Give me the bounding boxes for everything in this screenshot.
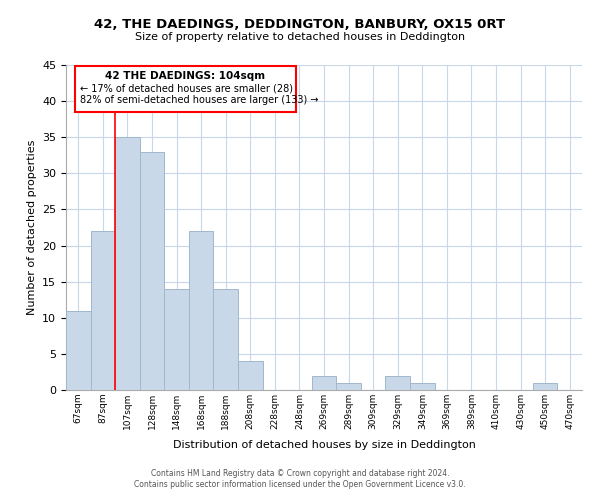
Bar xyxy=(91,231,115,390)
Bar xyxy=(238,361,263,390)
Text: Contains public sector information licensed under the Open Government Licence v3: Contains public sector information licen… xyxy=(134,480,466,489)
X-axis label: Distribution of detached houses by size in Deddington: Distribution of detached houses by size … xyxy=(173,440,475,450)
Text: Size of property relative to detached houses in Deddington: Size of property relative to detached ho… xyxy=(135,32,465,42)
Bar xyxy=(312,376,336,390)
Bar xyxy=(385,376,410,390)
Bar xyxy=(410,383,434,390)
Bar xyxy=(336,383,361,390)
Bar xyxy=(140,152,164,390)
Bar xyxy=(115,137,140,390)
Bar xyxy=(66,310,91,390)
Y-axis label: Number of detached properties: Number of detached properties xyxy=(26,140,37,315)
Text: ← 17% of detached houses are smaller (28): ← 17% of detached houses are smaller (28… xyxy=(80,83,293,93)
Bar xyxy=(214,289,238,390)
Text: 42 THE DAEDINGS: 104sqm: 42 THE DAEDINGS: 104sqm xyxy=(105,71,265,81)
Bar xyxy=(164,289,189,390)
Bar xyxy=(189,231,214,390)
Text: 82% of semi-detached houses are larger (133) →: 82% of semi-detached houses are larger (… xyxy=(80,96,318,106)
Bar xyxy=(74,66,296,112)
Bar xyxy=(533,383,557,390)
Text: 42, THE DAEDINGS, DEDDINGTON, BANBURY, OX15 0RT: 42, THE DAEDINGS, DEDDINGTON, BANBURY, O… xyxy=(94,18,506,30)
Text: Contains HM Land Registry data © Crown copyright and database right 2024.: Contains HM Land Registry data © Crown c… xyxy=(151,468,449,477)
